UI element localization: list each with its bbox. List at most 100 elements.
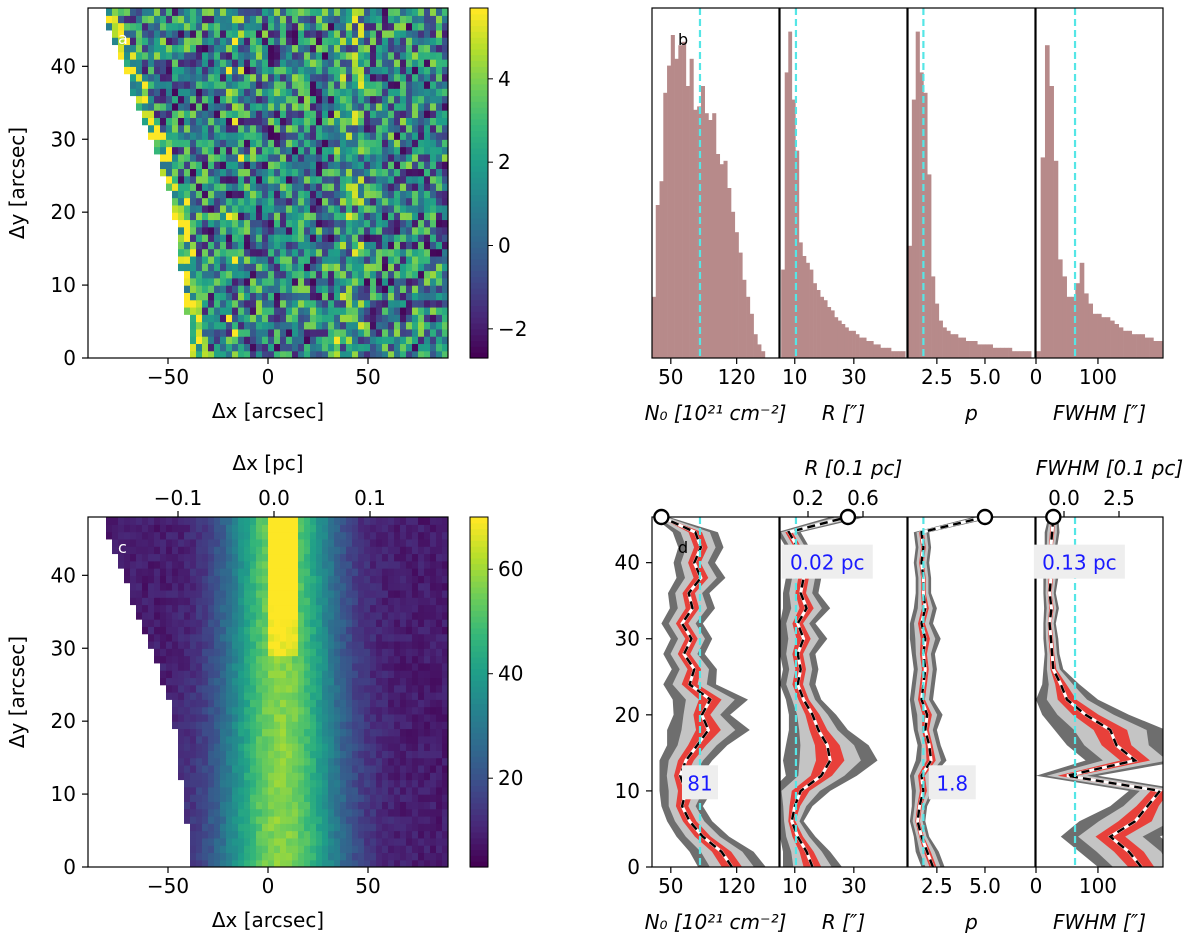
heatmap-cell <box>262 801 269 810</box>
heatmap-cell <box>190 648 197 657</box>
heatmap-cell <box>232 713 239 722</box>
heatmap-cell <box>418 568 425 576</box>
colorbar-segment <box>470 165 488 172</box>
heatmap-cell <box>262 830 269 839</box>
heatmap-cell <box>298 648 305 657</box>
heatmap-cell <box>190 51 197 60</box>
heatmap-cell <box>166 684 173 693</box>
heatmap-cell <box>262 328 269 337</box>
heatmap-cell <box>262 175 269 184</box>
heatmap-cell <box>424 248 431 257</box>
heatmap-cell <box>298 197 305 206</box>
heatmap-cell <box>220 830 227 839</box>
heatmap-cell <box>364 212 371 221</box>
heatmap-cell <box>430 51 437 60</box>
heatmap-cell <box>310 764 317 773</box>
heatmap-cell <box>322 575 329 584</box>
heatmap-cell <box>232 226 239 235</box>
heatmap-cell <box>160 560 167 569</box>
heatmap-cell <box>376 568 383 576</box>
colorbar-segment <box>470 13 488 21</box>
heatmap-cell <box>304 183 311 191</box>
heatmap-cell <box>130 8 137 16</box>
heatmap-cell <box>202 321 209 330</box>
heatmap-cell <box>304 110 311 118</box>
colorbar-segment <box>470 346 488 353</box>
heatmap-cell <box>406 662 413 671</box>
heatmap-cell <box>196 234 203 242</box>
heatmap-cell <box>358 560 365 569</box>
heatmap-cell <box>394 764 401 773</box>
heatmap-cell <box>172 190 179 199</box>
heatmap-cell <box>262 684 269 693</box>
heatmap-cell <box>226 626 233 635</box>
heatmap-cell <box>250 248 257 257</box>
heatmap-cell <box>382 699 389 708</box>
heatmap-cell <box>442 306 448 315</box>
heatmap-cell <box>166 168 173 177</box>
heatmap-cell <box>178 255 185 264</box>
histogram-bar <box>923 92 928 358</box>
heatmap-cell <box>190 29 197 38</box>
heatmap-cell <box>250 699 257 708</box>
heatmap-cell <box>292 336 299 345</box>
heatmap-cell <box>178 655 185 664</box>
heatmap-cell <box>310 823 317 832</box>
heatmap-cell <box>412 640 419 649</box>
heatmap-cell <box>280 292 287 301</box>
heatmap-cell <box>364 546 371 555</box>
heatmap-cell <box>160 15 167 24</box>
heatmap-cell <box>370 8 377 16</box>
heatmap-cell <box>190 59 197 67</box>
heatmap-cell <box>286 146 293 155</box>
heatmap-cell <box>358 662 365 671</box>
heatmap-cell <box>382 22 389 31</box>
heatmap-cell <box>256 343 263 352</box>
heatmap-cell <box>298 597 305 606</box>
heatmap-cell <box>220 73 227 82</box>
heatmap-cell <box>172 670 179 679</box>
heatmap-cell <box>352 80 359 89</box>
heatmap-cell <box>388 531 395 540</box>
heatmap-cell <box>208 29 215 38</box>
heatmap-cell <box>226 699 233 708</box>
heatmap-cell <box>238 190 245 199</box>
heatmap-cell <box>244 241 251 250</box>
heatmap-cell <box>382 234 389 242</box>
heatmap-cell <box>382 735 389 744</box>
heatmap-cell <box>298 153 305 162</box>
heatmap-cell <box>376 168 383 177</box>
heatmap-cell <box>322 241 329 250</box>
heatmap-cell <box>166 531 173 540</box>
heatmap-cell <box>364 808 371 817</box>
heatmap-cell <box>208 568 215 576</box>
heatmap-cell <box>418 670 425 679</box>
heatmap-cell <box>262 735 269 744</box>
heatmap-cell <box>436 728 443 737</box>
heatmap-cell <box>316 852 323 861</box>
heatmap-cell <box>190 852 197 861</box>
heatmap-cell <box>214 241 221 250</box>
heatmap-cell <box>376 190 383 199</box>
heatmap-cell <box>292 801 299 810</box>
heatmap-cell <box>436 190 443 199</box>
heatmap-cell <box>262 845 269 854</box>
heatmap-cell <box>334 110 341 118</box>
heatmap-cell <box>196 88 203 97</box>
heatmap-cell <box>202 684 209 693</box>
heatmap-cell <box>400 37 407 46</box>
heatmap-cell <box>370 139 377 148</box>
heatmap-cell <box>280 8 287 16</box>
colorbar-segment <box>470 861 488 868</box>
heatmap-cell <box>442 110 448 118</box>
colorbar-segment <box>470 762 488 769</box>
heatmap-cell <box>322 648 329 657</box>
heatmap-cell <box>412 124 419 133</box>
heatmap-cell <box>190 241 197 250</box>
heatmap-cell <box>424 234 431 242</box>
heatmap-cell <box>262 314 269 323</box>
heatmap-cell <box>286 336 293 345</box>
colorbar-segment <box>470 78 488 85</box>
heatmap-cell <box>166 183 173 191</box>
heatmap-cell <box>442 321 448 330</box>
